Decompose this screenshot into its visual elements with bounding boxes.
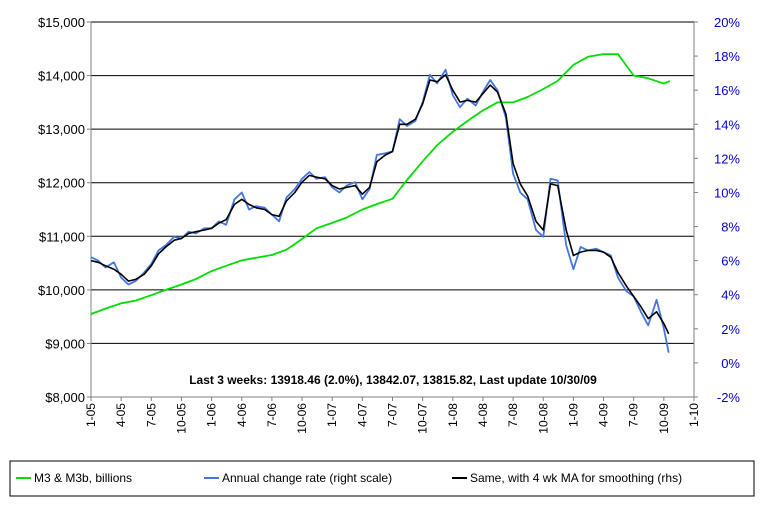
x-tick-label: 10-08 bbox=[536, 403, 550, 434]
right-tick-label: 10% bbox=[714, 185, 740, 200]
left-axis: $8,000 $9,000 $10,000 $11,000 $12,000 $13,000… bbox=[38, 15, 91, 405]
left-tick-label: $11,000 bbox=[39, 229, 85, 244]
right-tick-label: 18% bbox=[714, 49, 740, 64]
legend-label-1: M3 & M3b, billions bbox=[34, 471, 132, 485]
right-axis: -2% 0% 2% 4% 6% 8% 10% 12% 14% 16% 18% 20% bbox=[694, 15, 740, 405]
x-tick-label: 1-05 bbox=[84, 403, 98, 427]
right-tick-label: 8% bbox=[721, 220, 740, 235]
x-tick-label: 10-07 bbox=[416, 403, 430, 434]
right-tick-label: 2% bbox=[721, 322, 740, 337]
x-tick-label: 7-09 bbox=[627, 403, 641, 427]
x-tick-label: 1-10 bbox=[687, 403, 701, 427]
x-tick-label: 7-08 bbox=[506, 403, 520, 427]
x-tick-label: 4-06 bbox=[235, 403, 249, 427]
x-tick-label: 1-06 bbox=[205, 403, 219, 427]
x-axis: 1-05 4-05 7-05 10-05 1-06 4-06 7-06 10-06 1-07 4-… bbox=[84, 396, 701, 434]
left-tick-label: $15,000 bbox=[38, 15, 85, 30]
x-tick-label: 10-05 bbox=[174, 403, 188, 434]
right-tick-label: 6% bbox=[721, 254, 740, 269]
left-tick-label: $13,000 bbox=[38, 122, 85, 137]
legend: M3 & M3b, billions Annual change rate (ri… bbox=[9, 460, 755, 497]
right-tick-label: -2% bbox=[717, 390, 741, 405]
x-tick-label: 10-06 bbox=[295, 403, 309, 434]
x-tick-label: 7-05 bbox=[144, 403, 158, 427]
x-tick-label: 4-09 bbox=[597, 403, 611, 427]
left-tick-label: $9,000 bbox=[45, 336, 85, 351]
legend-box bbox=[9, 460, 755, 497]
series-line-1 bbox=[90, 53, 671, 315]
chart-annotation: Last 3 weeks: 13918.46 (2.0%), 13842.07,… bbox=[189, 373, 597, 387]
x-tick-label: 1-08 bbox=[446, 403, 460, 427]
left-tick-label: $8,000 bbox=[45, 390, 85, 405]
series-line-3 bbox=[90, 74, 670, 335]
x-tick-label: 10-09 bbox=[657, 403, 671, 434]
right-tick-label: 0% bbox=[721, 356, 740, 371]
x-tick-label: 4-05 bbox=[114, 403, 128, 427]
left-tick-label: $12,000 bbox=[38, 176, 85, 191]
legend-label-3: Same, with 4 wk MA for smoothing (rhs) bbox=[470, 471, 682, 485]
right-tick-label: 4% bbox=[721, 288, 740, 303]
plot-frame bbox=[90, 22, 695, 397]
right-tick-label: 12% bbox=[714, 151, 740, 166]
x-tick-label: 4-08 bbox=[476, 403, 490, 427]
legend-label-2: Annual change rate (right scale) bbox=[222, 471, 392, 485]
right-tick-label: 20% bbox=[714, 15, 740, 30]
x-tick-label: 7-06 bbox=[265, 403, 279, 427]
series-layer bbox=[90, 53, 671, 353]
x-tick-label: 7-07 bbox=[386, 403, 400, 427]
right-tick-label: 16% bbox=[714, 83, 740, 98]
left-tick-label: $10,000 bbox=[38, 283, 85, 298]
x-tick-label: 1-07 bbox=[325, 403, 339, 427]
series-line-2 bbox=[90, 68, 670, 353]
right-tick-label: 14% bbox=[714, 117, 740, 132]
left-tick-label: $14,000 bbox=[38, 69, 85, 84]
x-tick-label: 4-07 bbox=[355, 403, 369, 427]
x-tick-label: 1-09 bbox=[566, 403, 580, 427]
